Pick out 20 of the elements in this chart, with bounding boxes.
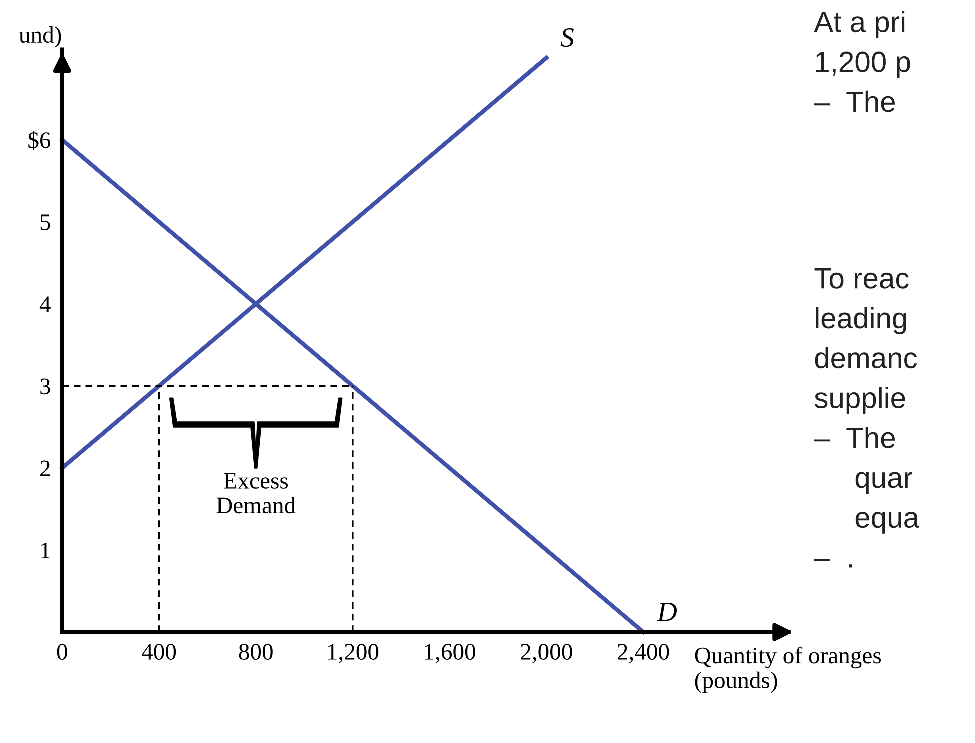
- y-tick-label: $6: [28, 131, 51, 150]
- annotation: Excess Demand: [216, 473, 296, 514]
- annotation: S: [560, 28, 574, 48]
- y-tick-label: 4: [40, 296, 51, 312]
- x-tick-label: 400: [142, 644, 176, 660]
- x-tick-label: 800: [239, 644, 273, 660]
- x-tick-label: 2,400: [618, 644, 670, 664]
- annotation: D: [657, 602, 678, 622]
- x-tick-label: 1,200: [328, 644, 379, 664]
- text: To reac leading demanc supplie – The quar equa – .: [814, 268, 920, 568]
- x-axis-title: Quantity of oranges (pounds): [695, 646, 882, 694]
- x-tick-label: 1,600: [425, 644, 476, 664]
- y-axis-title: und): [19, 26, 62, 48]
- text: At a pri 1,200 p – The: [814, 11, 910, 112]
- y-tick-label: 2: [40, 460, 50, 476]
- x-tick-label: 0: [57, 644, 68, 660]
- y-tick-label: 1: [42, 542, 50, 558]
- y-tick-label: 3: [40, 378, 50, 395]
- x-tick-label: 2,000: [521, 644, 572, 664]
- y-tick-label: 5: [40, 214, 50, 230]
